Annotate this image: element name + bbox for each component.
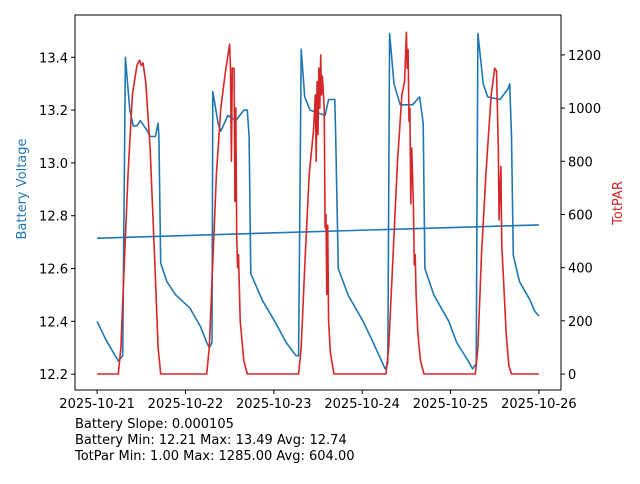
y-left-tick-label: 12.6 (39, 263, 68, 278)
y-right-tick-label: 200 (568, 315, 593, 330)
y-right-tick-label: 400 (568, 262, 593, 277)
x-tick-label: 2025-10-22 (148, 397, 224, 412)
series-line-battery-voltage (96, 32, 540, 370)
x-tick-label: 2025-10-21 (59, 397, 135, 412)
y-left-tick-label: 13.4 (39, 51, 68, 66)
series-line-totpar (97, 31, 539, 375)
totpar-stats-text: TotPar Min: 1.00 Max: 1285.00 Avg: 604.0… (75, 449, 355, 464)
y-right-tick-label: 0 (568, 368, 576, 383)
y-right-tick-label: 800 (568, 155, 593, 170)
y-axis-label-left: Battery Voltage (15, 138, 30, 239)
y-axis-label-right: TotPAR (611, 181, 626, 226)
y-left-tick-label: 13.2 (39, 104, 68, 119)
series-line-battery-trend (97, 224, 539, 239)
y-left-tick-label: 13.0 (39, 157, 68, 172)
y-right-tick-label: 600 (568, 208, 593, 223)
x-tick-label: 2025-10-24 (324, 397, 400, 412)
x-tick-label: 2025-10-23 (236, 397, 312, 412)
x-tick-label: 2025-10-25 (413, 397, 489, 412)
battery-stats-text: Battery Min: 12.21 Max: 13.49 Avg: 12.74 (75, 433, 347, 448)
y-left-tick-label: 12.8 (39, 210, 68, 225)
battery-slope-text: Battery Slope: 0.000105 (75, 417, 234, 432)
y-right-tick-label: 1200 (568, 49, 601, 64)
plot-frame (74, 14, 562, 391)
y-right-tick-label: 1000 (568, 102, 601, 117)
y-left-tick-label: 12.2 (39, 368, 68, 383)
x-tick-label: 2025-10-26 (501, 397, 577, 412)
y-left-tick-label: 12.4 (39, 315, 68, 330)
